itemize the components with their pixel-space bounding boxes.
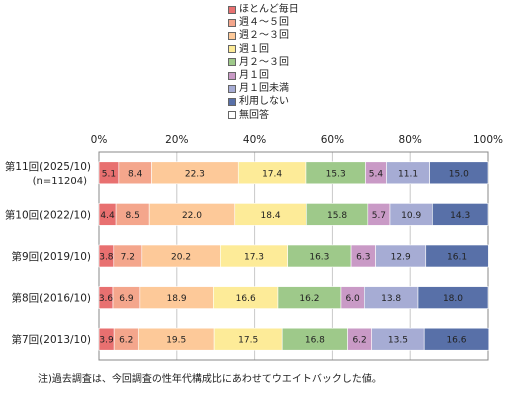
data-label: 16.6 [236, 294, 256, 304]
data-label: 22.0 [182, 211, 202, 221]
x-tick-label: 40% [243, 134, 266, 146]
legend-item: 週２～３回 [228, 29, 299, 42]
data-label: 17.5 [238, 336, 258, 346]
legend-label: 週１回 [239, 43, 269, 55]
data-label: 15.3 [326, 169, 346, 179]
legend-item: 週４～５回 [228, 16, 299, 29]
legend: ほとんど毎日 週４～５回 週２～３回 週１回 月２～３回 月１回月１回未満 利用しない 無回答 [228, 3, 299, 122]
data-label: 22.3 [185, 169, 205, 179]
data-label: 20.2 [171, 253, 191, 263]
data-label: 6.0 [345, 294, 360, 304]
legend-swatch [228, 18, 236, 27]
data-label: 10.9 [401, 211, 421, 221]
bar-segment [429, 161, 489, 185]
category-label: 第11回(2025/10) [5, 160, 91, 173]
data-label: 16.6 [446, 336, 466, 346]
legend-label: 月１回 [239, 69, 269, 81]
category-label: 第10回(2022/10) [5, 208, 91, 221]
legend-swatch [228, 5, 236, 14]
x-tick-label: 80% [399, 134, 422, 146]
data-label: 8.4 [128, 169, 143, 179]
legend-swatch [228, 45, 236, 54]
data-label: 5.4 [369, 169, 384, 179]
x-tick-label: 100% [473, 134, 503, 146]
bar-segment [425, 244, 489, 268]
data-label: 3.6 [99, 294, 114, 304]
data-label: 4.4 [100, 211, 115, 221]
legend-label: 月２～３回 [239, 56, 289, 68]
data-label: 5.1 [102, 169, 116, 179]
legend-label: 週２～３回 [239, 30, 289, 42]
category-label: 第7回(2013/10) [12, 333, 92, 346]
legend-item: 月２～３回 [228, 56, 299, 69]
legend-swatch [228, 71, 236, 80]
bar-segment [423, 327, 490, 351]
legend-label: 無回答 [239, 109, 269, 121]
x-tick-label: 60% [321, 134, 344, 146]
data-label: 8.5 [125, 211, 139, 221]
data-label: 3.8 [99, 253, 114, 263]
data-label: 16.1 [447, 253, 467, 263]
data-label: 13.8 [381, 294, 401, 304]
data-label: 3.9 [99, 336, 114, 346]
data-label: 18.9 [167, 294, 187, 304]
legend-item: 月１回未満 [228, 82, 299, 95]
legend-label: ほとんど毎日 [239, 4, 299, 15]
x-tick-label: 20% [165, 134, 188, 146]
data-label: 14.3 [450, 211, 470, 221]
data-label: 16.8 [305, 336, 325, 346]
data-label: 6.2 [352, 336, 366, 346]
category-sublabel: (n=11204) [33, 176, 87, 187]
x-tick-label: 0% [91, 134, 108, 146]
bar-segment [417, 286, 489, 309]
legend-label: 利用しない [239, 96, 289, 108]
legend-item: 月１回 [228, 69, 299, 82]
data-label: 15.8 [327, 211, 347, 221]
data-label: 6.2 [119, 336, 133, 346]
legend-swatch [228, 84, 236, 93]
data-label: 11.1 [398, 169, 418, 179]
data-label: 18.4 [261, 211, 281, 221]
legend-swatch [228, 31, 236, 40]
data-label: 17.4 [262, 169, 282, 179]
data-label: 19.5 [166, 336, 186, 346]
legend-swatch [228, 97, 236, 106]
data-label: 15.0 [449, 169, 469, 179]
legend-item: 無回答 [228, 109, 299, 122]
data-label: 16.3 [309, 253, 329, 263]
category-label: 第9回(2019/10) [12, 250, 92, 263]
legend-label: 週４～５回 [239, 17, 289, 29]
data-label: 5.7 [372, 211, 386, 221]
data-label: 18.0 [443, 294, 463, 304]
legend-item: 週１回 [228, 43, 299, 56]
legend-swatch [228, 58, 236, 67]
data-label: 12.9 [391, 253, 411, 263]
data-label: 16.2 [299, 294, 319, 304]
data-label: 6.9 [119, 294, 134, 304]
data-label: 13.5 [388, 336, 408, 346]
data-label: 6.3 [356, 253, 370, 263]
data-label: 7.2 [121, 253, 135, 263]
data-label: 17.3 [244, 253, 264, 263]
legend-item: ほとんど毎日 [228, 3, 299, 16]
bar-segment [432, 203, 489, 226]
footnote: 注)過去調査は、今回調査の性年代構成比にあわせてウエイトバックした値。 [38, 374, 382, 385]
legend-item: 利用しない [228, 95, 299, 108]
legend-swatch [228, 111, 236, 120]
legend-label: 月１回未満 [239, 83, 289, 95]
category-label: 第8回(2016/10) [12, 292, 92, 305]
